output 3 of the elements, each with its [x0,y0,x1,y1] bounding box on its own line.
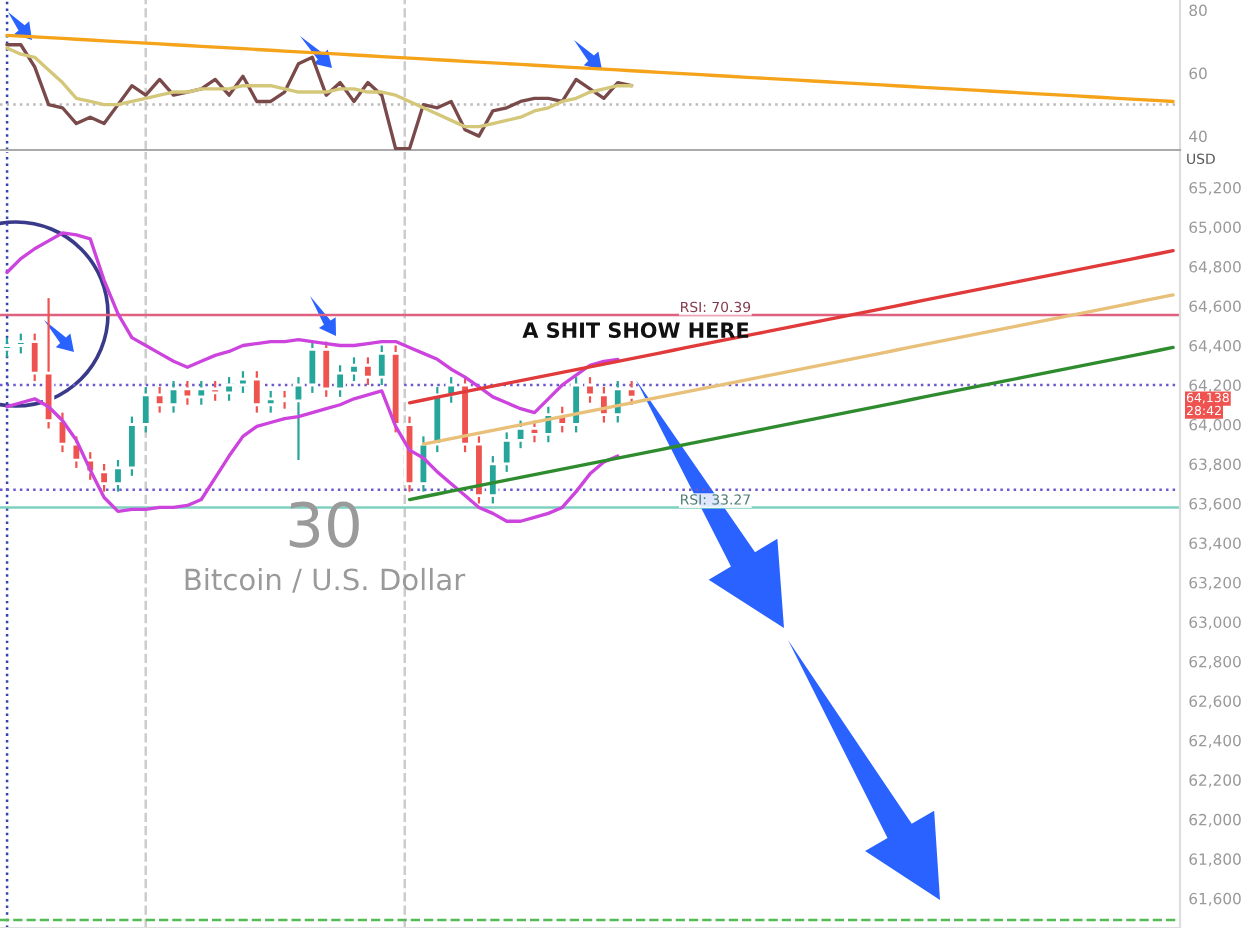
annotation: A SHIT SHOW HERE [522,322,749,339]
annotation: 30 [289,501,359,548]
annotation: Bitcoin / U.S. Dollar [185,567,466,593]
